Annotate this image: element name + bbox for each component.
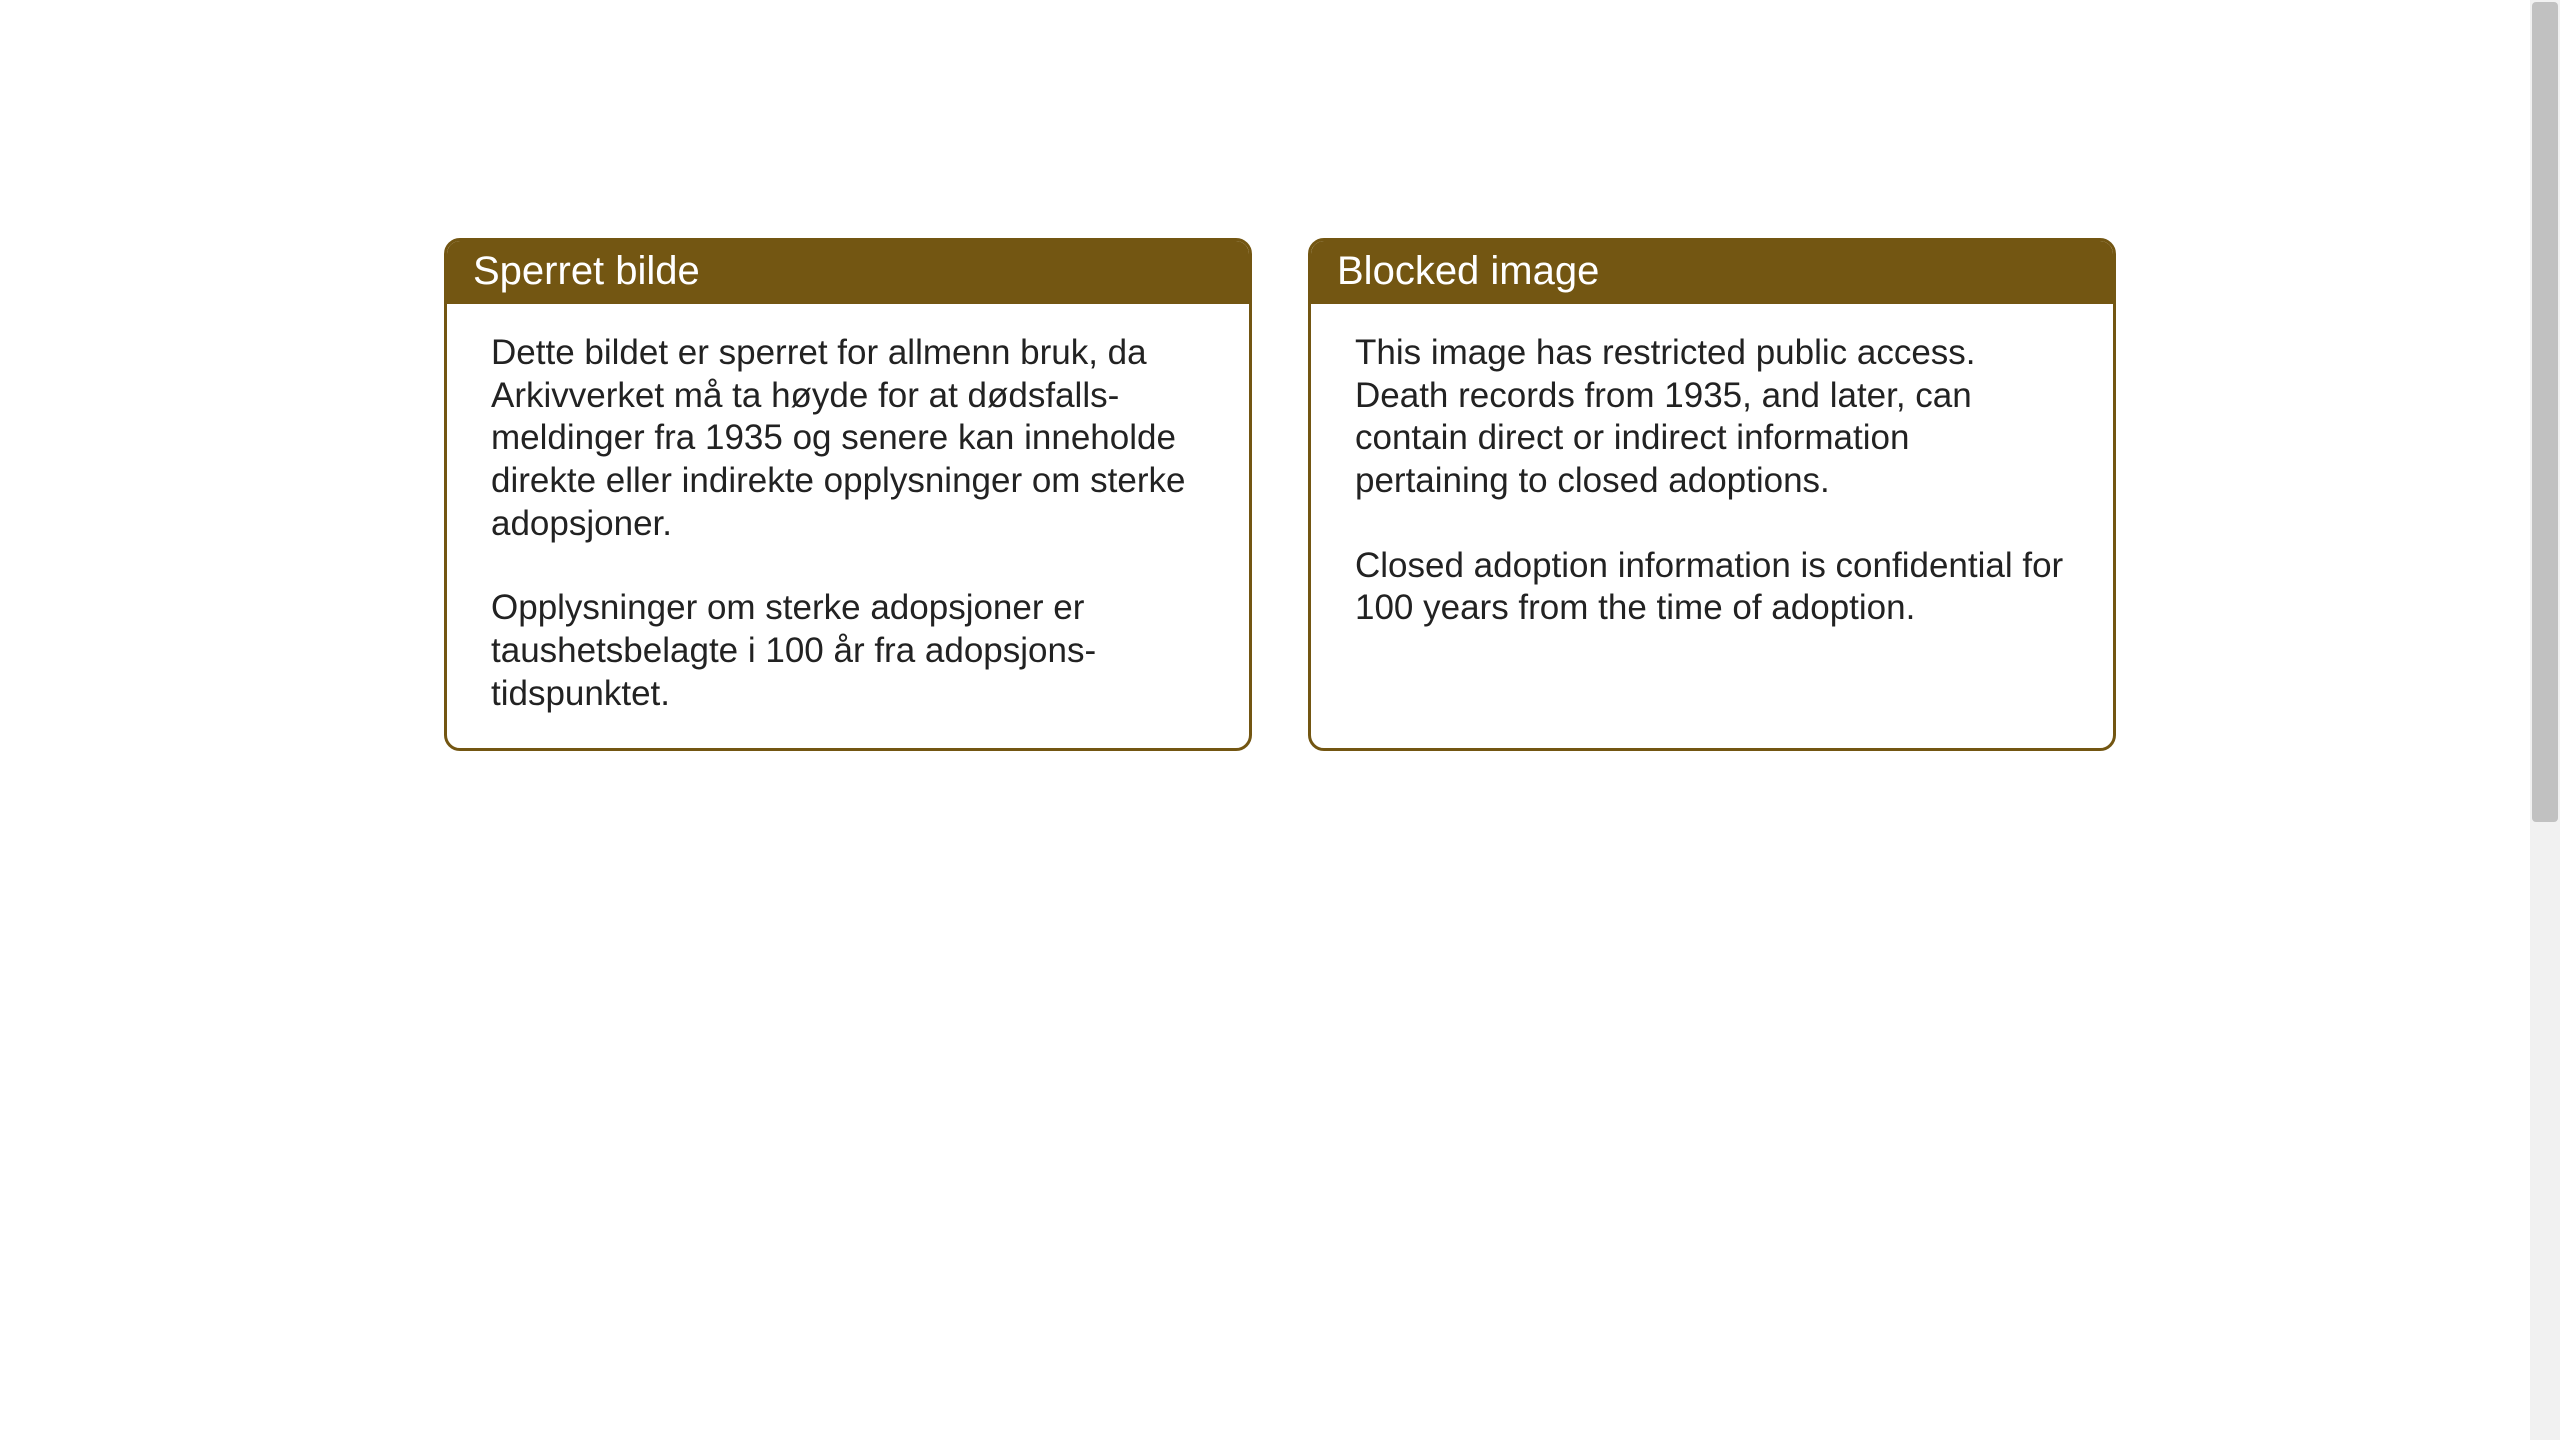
notice-paragraph-norwegian-2: Opplysninger om sterke adopsjoner er tau… bbox=[491, 587, 1205, 715]
scrollbar-thumb[interactable] bbox=[2532, 2, 2558, 822]
notice-header-norwegian: Sperret bilde bbox=[447, 241, 1249, 304]
notice-body-norwegian: Dette bildet er sperret for allmenn bruk… bbox=[447, 304, 1249, 748]
notice-paragraph-norwegian-1: Dette bildet er sperret for allmenn bruk… bbox=[491, 332, 1205, 545]
notice-paragraph-english-2: Closed adoption information is confident… bbox=[1355, 545, 2069, 630]
notice-paragraph-english-1: This image has restricted public access.… bbox=[1355, 332, 2069, 503]
notice-header-english: Blocked image bbox=[1311, 241, 2113, 304]
notice-box-norwegian: Sperret bilde Dette bildet er sperret fo… bbox=[444, 238, 1252, 751]
scrollbar-track[interactable] bbox=[2530, 0, 2560, 1440]
notice-box-english: Blocked image This image has restricted … bbox=[1308, 238, 2116, 751]
notice-body-english: This image has restricted public access.… bbox=[1311, 304, 2113, 662]
notice-container: Sperret bilde Dette bildet er sperret fo… bbox=[444, 238, 2116, 751]
